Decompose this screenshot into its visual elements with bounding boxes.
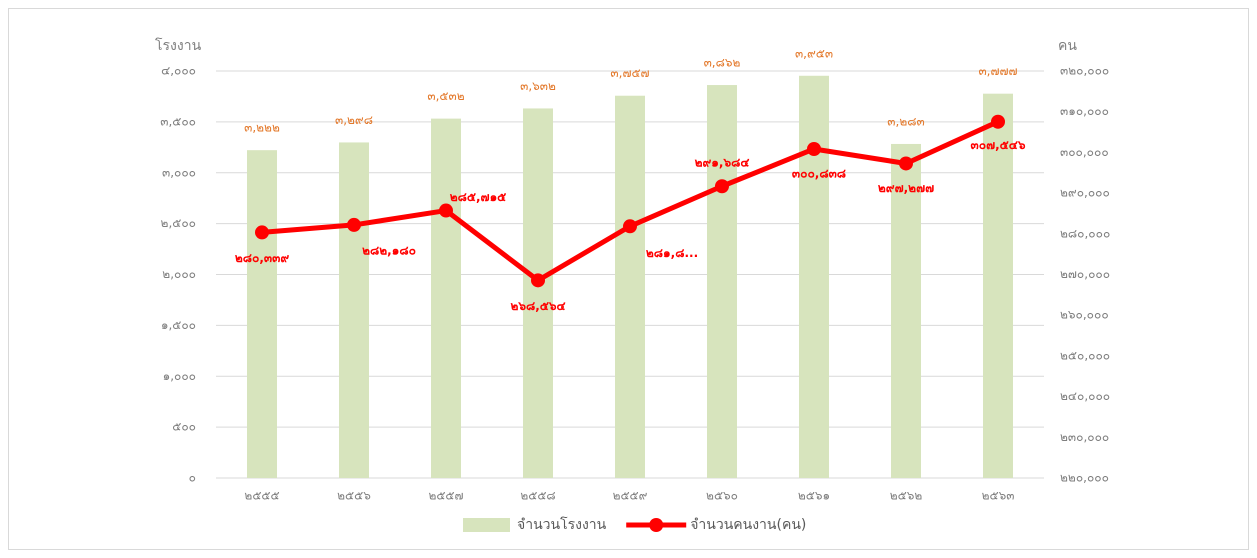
line-value-label: ๓๐๐,๘๓๘ <box>792 166 846 180</box>
bar <box>615 95 645 478</box>
bar <box>247 150 277 478</box>
x-tick-label: ๒๕๕๖ <box>337 489 371 503</box>
y-tick-label: ๒,๐๐๐ <box>162 267 196 281</box>
line-point <box>991 114 1005 129</box>
line-point <box>715 179 729 194</box>
y2-tick-label: ๓๐๐,๐๐๐ <box>1060 145 1109 159</box>
line-value-label: ๒๖๘,๕๖๔ <box>510 299 565 313</box>
x-tick-label: ๒๕๖๑ <box>798 489 830 503</box>
y-tick-label: ๐ <box>189 471 196 485</box>
line-value-label: ๒๙๑,๖๘๔ <box>695 156 750 170</box>
bar-value-label: ๓,๖๓๒ <box>520 79 556 93</box>
line-point <box>347 217 361 232</box>
y2-tick-label: ๒๒๐,๐๐๐ <box>1060 471 1109 485</box>
bar <box>523 108 553 478</box>
bar <box>799 75 829 478</box>
x-tick-label: ๒๕๕๘ <box>520 489 555 503</box>
bar-value-label: ๓,๒๙๘ <box>335 113 373 127</box>
y2-tick-label: ๒๗๐,๐๐๐ <box>1060 267 1110 281</box>
legend-marker <box>649 518 664 532</box>
line-value-label: ๒๘๕,๗๑๕ <box>450 190 507 204</box>
y2-tick-label: ๒๖๐,๐๐๐ <box>1060 308 1109 322</box>
line-point <box>807 141 821 156</box>
y2-tick-label: ๓๑๐,๐๐๐ <box>1060 104 1109 118</box>
line-value-label: ๒๘๒,๑๘๐ <box>362 243 416 257</box>
y-tick-label: ๑,๕๐๐ <box>161 318 196 332</box>
bar <box>339 142 369 478</box>
y-axis-title: โรงงาน <box>155 37 202 54</box>
y-tick-label: ๓,๐๐๐ <box>162 165 196 179</box>
line-point <box>531 273 545 288</box>
line-value-label: ๒๘๐,๓๓๙ <box>235 251 289 265</box>
y2-tick-label: ๒๔๐,๐๐๐ <box>1060 389 1110 403</box>
y-tick-label: ๒,๕๐๐ <box>161 216 196 230</box>
bar <box>431 118 461 478</box>
bar <box>707 85 737 478</box>
line-value-label: ๒๙๗,๒๗๗ <box>878 181 934 195</box>
y-tick-label: ๑,๐๐๐ <box>163 369 196 383</box>
line-point <box>899 156 913 171</box>
y2-axis-title: คน <box>1058 38 1077 54</box>
legend-label: จำนวนโรงงาน <box>517 516 607 533</box>
x-tick-label: ๒๕๖๒ <box>890 489 923 503</box>
x-tick-label: ๒๕๕๕ <box>244 489 279 503</box>
bar-value-label: ๓,๙๕๓ <box>795 46 833 60</box>
x-tick-label: ๒๕๖๐ <box>706 489 738 503</box>
bar-value-label: ๓,๗๕๗ <box>610 66 649 80</box>
y-tick-label: ๔,๐๐๐ <box>161 64 196 78</box>
line-value-label: ๒๘๑,๘... <box>646 246 698 260</box>
bar-value-label: ๓,๕๓๒ <box>427 89 464 103</box>
y-tick-label: ๕๐๐ <box>172 420 196 434</box>
line-point <box>623 219 637 234</box>
x-tick-label: ๒๕๕๙ <box>613 489 648 503</box>
y2-tick-label: ๒๕๐,๐๐๐ <box>1060 348 1110 362</box>
bar-value-label: ๓,๒๘๓ <box>887 114 924 128</box>
y2-tick-label: ๒๙๐,๐๐๐ <box>1060 186 1110 200</box>
legend-label: จำนวนคนงาน(คน) <box>690 517 806 533</box>
line-point <box>255 225 269 240</box>
bar <box>891 143 921 478</box>
y2-tick-label: ๒๓๐,๐๐๐ <box>1060 430 1109 444</box>
bar <box>983 93 1013 478</box>
x-tick-label: ๒๕๖๓ <box>982 489 1015 503</box>
x-tick-label: ๒๕๕๗ <box>428 489 463 503</box>
line-value-label: ๓๐๗,๕๔๖ <box>971 138 1026 152</box>
bar-value-label: ๓,๘๖๒ <box>704 56 741 70</box>
y2-tick-label: ๓๒๐,๐๐๐ <box>1060 64 1109 78</box>
y2-tick-label: ๒๘๐,๐๐๐ <box>1060 226 1110 240</box>
line-point <box>439 203 453 218</box>
legend-swatch <box>463 518 510 532</box>
bar-value-label: ๓,๗๗๗ <box>978 64 1017 78</box>
y-tick-label: ๓,๕๐๐ <box>160 114 196 128</box>
bar-value-label: ๓,๒๒๒ <box>244 121 280 135</box>
